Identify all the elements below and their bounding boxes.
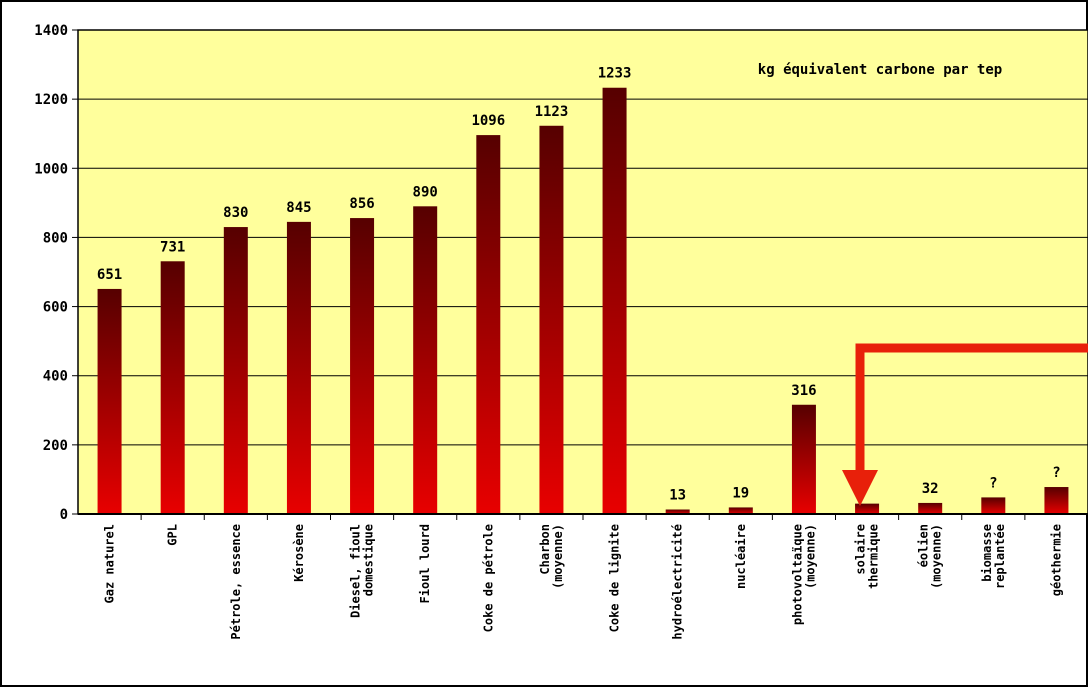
bar: [855, 503, 880, 514]
y-tick-label: 400: [43, 369, 68, 385]
value-label: 1123: [535, 104, 569, 120]
x-tick-label: géothermie: [1049, 524, 1063, 596]
y-tick-label: 1400: [34, 23, 68, 39]
x-tick-label: hydroélectricité: [671, 524, 685, 640]
bar: [981, 497, 1006, 514]
bar: [223, 227, 248, 515]
bar: [602, 87, 627, 514]
bar: [728, 507, 753, 514]
bar: [413, 206, 438, 515]
bar: [665, 509, 690, 514]
bar: [350, 218, 375, 514]
x-tick-label: GPL: [166, 524, 180, 546]
value-label: 13: [669, 488, 686, 504]
x-tick-label: Coke de lignite: [608, 524, 622, 632]
bar: [286, 221, 311, 514]
value-label: 856: [349, 196, 374, 212]
x-tick-label: Fioul lourd: [418, 524, 432, 603]
bar: [160, 261, 185, 514]
x-tick-label: éolien(moyenne): [917, 524, 944, 589]
x-tick-label: Coke de pétrole: [481, 524, 495, 632]
value-label: 845: [286, 200, 311, 216]
value-label: 731: [160, 239, 185, 255]
value-label: ?: [989, 475, 997, 491]
y-tick-label: 1000: [34, 161, 68, 177]
bar: [1044, 487, 1069, 514]
x-tick-label: biomassereplantée: [980, 524, 1007, 589]
bar: [476, 135, 501, 514]
x-tick-label: Gaz naturel: [103, 524, 117, 603]
x-tick-label: Kérosène: [292, 524, 306, 582]
value-label: 651: [97, 267, 122, 283]
value-label: 1233: [598, 66, 632, 82]
value-label: 830: [223, 205, 248, 221]
annotation: kg équivalent carbone par tep: [758, 62, 1002, 78]
x-tick-label: Charbon(moyenne): [538, 524, 565, 589]
value-label: 32: [922, 481, 939, 497]
y-tick-label: 200: [43, 438, 68, 454]
x-tick-label: solairethermique: [854, 524, 881, 589]
bar: [918, 502, 943, 514]
value-label: 19: [732, 485, 749, 501]
x-tick-label: photovoltaïque(moyenne): [790, 524, 817, 625]
y-tick-label: 600: [43, 300, 68, 316]
arrow: [842, 343, 1088, 506]
y-tick-label: 800: [43, 230, 68, 246]
value-label: ?: [1052, 465, 1060, 481]
x-tick-label: Pétrole, essence: [229, 524, 243, 640]
bar: [539, 125, 564, 515]
value-label: 890: [413, 184, 438, 200]
x-tick-label: nucléaire: [734, 524, 748, 589]
value-label: 1096: [471, 113, 505, 129]
value-label: 316: [791, 383, 816, 399]
y-tick-label: 1200: [34, 92, 68, 108]
x-tick-label: Diesel, fiouldomestique: [349, 524, 376, 618]
bar: [97, 288, 122, 514]
y-tick-label: 0: [60, 507, 68, 523]
bar: [791, 404, 816, 514]
